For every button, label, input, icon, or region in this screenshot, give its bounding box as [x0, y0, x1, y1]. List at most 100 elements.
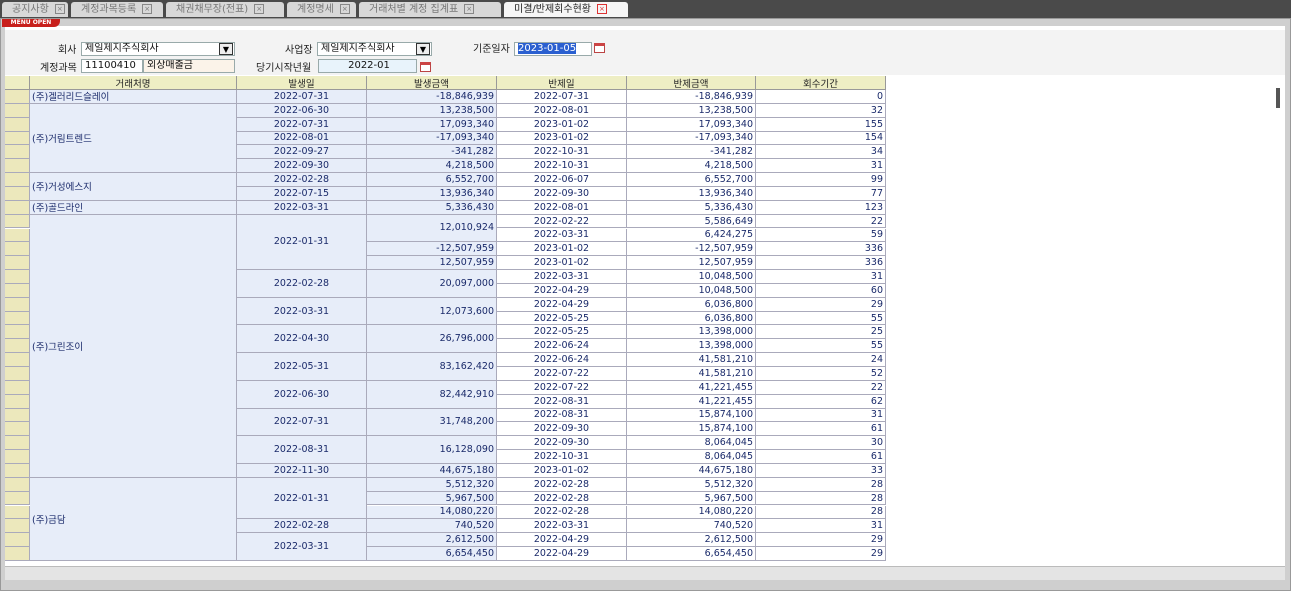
repay-amount: 5,512,320 — [627, 477, 756, 492]
days: 52 — [756, 367, 886, 381]
repay-date: 2022-06-24 — [497, 339, 627, 354]
repay-date: 2022-06-24 — [497, 353, 627, 367]
row-header — [5, 533, 30, 548]
tab-close[interactable]: × — [142, 4, 153, 14]
input[interactable]: 외상매출금 — [143, 59, 235, 73]
repay-amount: 2,612,500 — [627, 533, 756, 548]
date: 2022-05-31 — [237, 353, 367, 381]
date: 2022-03-31 — [237, 533, 367, 561]
repay-amount: 17,093,340 — [627, 117, 756, 132]
repay-date: 2022-06-07 — [497, 173, 627, 187]
row-header — [5, 297, 30, 312]
tab-close[interactable]: × — [464, 4, 475, 14]
amount: 6,654,450 — [367, 547, 497, 561]
client-name: (주)금담 — [30, 477, 237, 561]
footer-bar — [5, 566, 1285, 580]
tab-close[interactable]: × — [254, 4, 265, 14]
repay-amount: 13,936,340 — [627, 186, 756, 201]
amount: 740,520 — [367, 519, 497, 534]
repay-amount: 5,967,500 — [627, 491, 756, 506]
repay-amount: 41,581,210 — [627, 353, 756, 367]
label: 회사 — [58, 45, 77, 56]
days: 31 — [756, 159, 886, 174]
tab-close[interactable]: × — [339, 4, 350, 14]
days: 28 — [756, 505, 886, 520]
repay-date: 2023-01-02 — [497, 117, 627, 132]
select[interactable]: 제일제지주식회사 — [81, 42, 235, 56]
repay-amount: 10,048,500 — [627, 283, 756, 298]
repay-amount: 4,218,500 — [627, 159, 756, 174]
amount: 5,512,320 — [367, 477, 497, 492]
date: 2022-07-31 — [237, 408, 367, 437]
amount: 26,796,000 — [367, 325, 497, 354]
calendar-icon[interactable] — [420, 62, 431, 72]
input[interactable]: 2022-01 — [318, 59, 417, 73]
select[interactable]: 제일제지주식회사 — [317, 42, 432, 56]
days: 123 — [756, 200, 886, 215]
tab-close[interactable]: × — [54, 4, 65, 14]
repay-date: 2022-09-30 — [497, 186, 627, 201]
days: 55 — [756, 311, 886, 326]
date: 2022-02-28 — [237, 173, 367, 187]
repay-amount: 15,874,100 — [627, 408, 756, 423]
days: 28 — [756, 477, 886, 492]
tab[interactable]: 공지사항 × — [2, 2, 68, 17]
repay-amount: -12,507,959 — [627, 242, 756, 257]
tab[interactable]: 채권채무장(전표) × — [166, 2, 284, 17]
repay-date: 2022-02-28 — [497, 505, 627, 520]
tab-close[interactable]: × — [596, 4, 607, 14]
amount: -12,507,959 — [367, 242, 497, 257]
tab[interactable]: 계정과목등록 × — [71, 2, 163, 17]
amount: 2,612,500 — [367, 533, 497, 548]
input[interactable]: 2023-01-05 — [514, 42, 592, 56]
date: 2022-01-31 — [237, 477, 367, 520]
amount: 17,093,340 — [367, 117, 497, 132]
repay-date: 2022-02-22 — [497, 214, 627, 229]
amount: 31,748,200 — [367, 408, 497, 437]
days: 32 — [756, 103, 886, 118]
tab[interactable]: 거래처별 계정 집계표 × — [359, 2, 501, 17]
client-name: (주)거성에스지 — [30, 173, 237, 201]
days: 22 — [756, 380, 886, 395]
repay-date: 2022-04-29 — [497, 547, 627, 561]
tab-label: 채권채무장(전표) — [176, 4, 249, 15]
repay-amount: 10,048,500 — [627, 270, 756, 284]
days: 0 — [756, 90, 886, 104]
repay-date: 2022-04-29 — [497, 283, 627, 298]
amount: 12,073,600 — [367, 297, 497, 326]
amount: 83,162,420 — [367, 353, 497, 381]
input[interactable]: 11100410 — [81, 59, 143, 73]
repay-date: 2022-07-22 — [497, 380, 627, 395]
days: 33 — [756, 463, 886, 478]
row-header — [5, 380, 30, 395]
days: 34 — [756, 145, 886, 160]
repay-amount: -17,093,340 — [627, 131, 756, 146]
row-header — [5, 173, 30, 187]
repay-date: 2023-01-02 — [497, 131, 627, 146]
repay-date: 2022-04-29 — [497, 297, 627, 312]
repay-amount: 12,507,959 — [627, 256, 756, 271]
days: 61 — [756, 422, 886, 437]
repay-date: 2022-10-31 — [497, 145, 627, 160]
menu-button[interactable]: MENU OPEN — [2, 19, 60, 27]
date: 2022-03-31 — [237, 297, 367, 326]
repay-date: 2022-08-31 — [497, 408, 627, 423]
column-header: 발생금액 — [367, 76, 497, 90]
date: 2022-07-31 — [237, 90, 367, 104]
row-header — [5, 214, 30, 229]
repay-date: 2022-07-22 — [497, 367, 627, 381]
row-header — [5, 339, 30, 354]
scrollbar — [1276, 88, 1280, 108]
date: 2022-06-30 — [237, 103, 367, 118]
tab[interactable]: 계정명세 × — [287, 2, 356, 17]
amount: 5,336,430 — [367, 200, 497, 215]
repay-amount: 8,064,045 — [627, 436, 756, 451]
amount: 12,010,924 — [367, 214, 497, 243]
row-header — [5, 367, 30, 381]
calendar-icon[interactable] — [594, 43, 605, 53]
tab[interactable]: 미결/반제회수현황 × — [504, 2, 628, 17]
repay-amount: 44,675,180 — [627, 463, 756, 478]
days: 155 — [756, 117, 886, 132]
days: 31 — [756, 408, 886, 423]
row-header — [5, 353, 30, 367]
